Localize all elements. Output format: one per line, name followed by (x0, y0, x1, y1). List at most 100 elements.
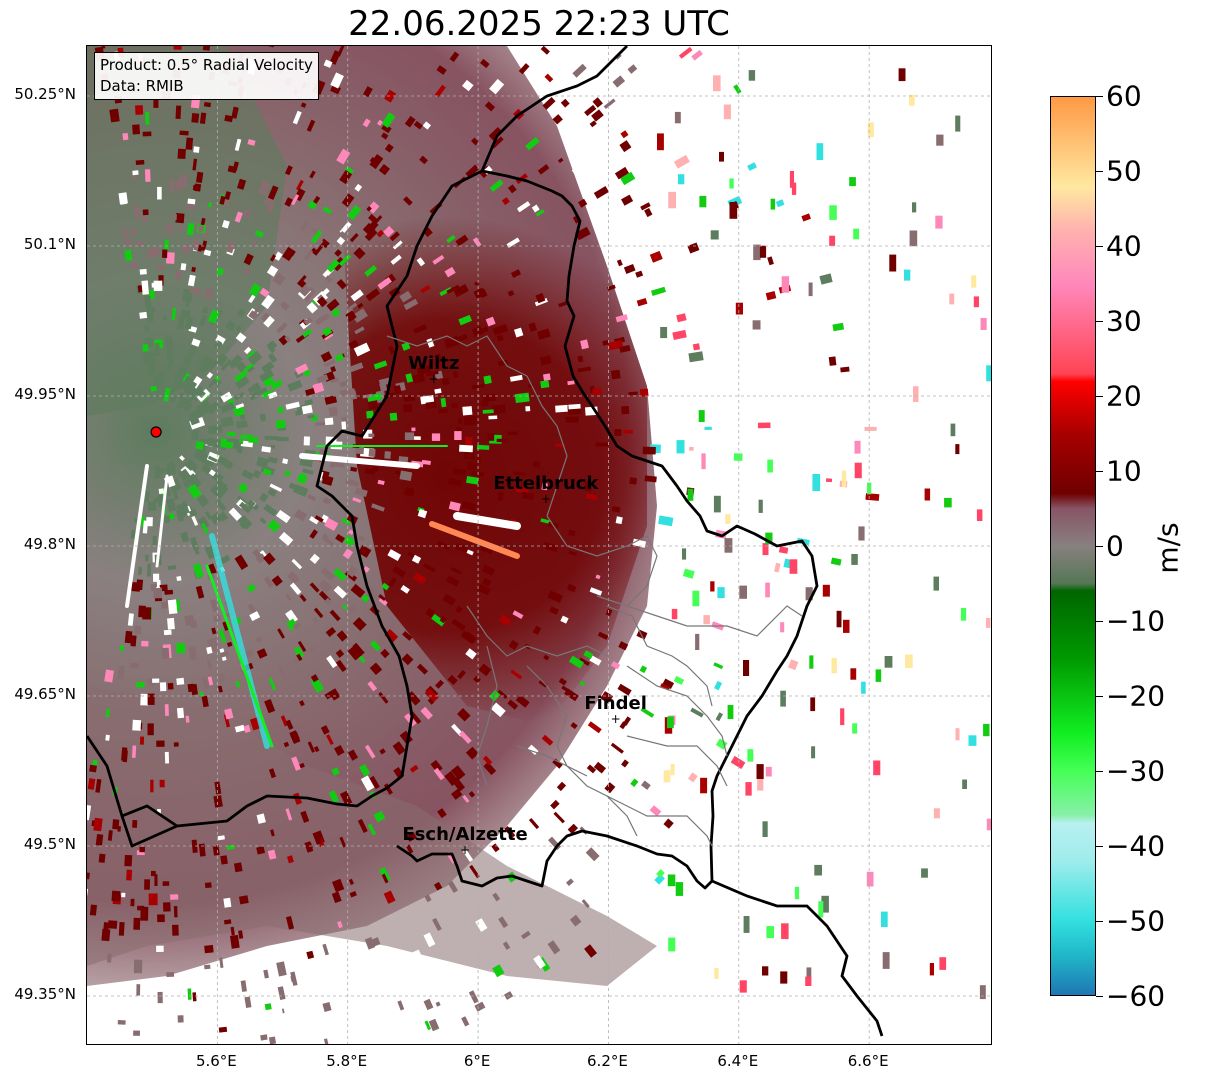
echo-pixel (220, 855, 228, 865)
echo-pixel (155, 343, 160, 356)
echo-pixel (163, 629, 172, 636)
echo-pixel (277, 628, 285, 639)
echo-pixel (285, 609, 299, 624)
echo-pixel (166, 346, 174, 361)
echo-pixel (455, 234, 469, 247)
echo-pixel (366, 205, 372, 212)
echo-pixel (766, 926, 774, 939)
echo-pixel (603, 98, 616, 110)
echo-pixel (259, 492, 269, 503)
echo-pixel (314, 515, 324, 523)
echo-pixel (851, 554, 858, 565)
echo-pixel (393, 385, 402, 395)
echo-pixel (276, 322, 288, 334)
echo-pixel (320, 351, 333, 363)
echo-pixel (384, 89, 397, 103)
echo-pixel (136, 984, 141, 996)
echo-pixel (489, 179, 504, 193)
echo-pixel (199, 691, 204, 697)
echo-pixel (457, 669, 466, 680)
echo-pixel (411, 1010, 418, 1018)
echo-pixel (234, 138, 242, 152)
echo-pixel (789, 559, 798, 574)
echo-pixel (254, 229, 265, 238)
echo-pixel (320, 725, 330, 735)
echo-pixel (371, 503, 385, 512)
echo-pixel (313, 746, 320, 753)
echo-pixel (131, 745, 137, 758)
echo-pixel (237, 482, 249, 494)
echo-pixel (861, 681, 866, 694)
echo-pixel (589, 655, 602, 666)
echo-pixel (341, 193, 355, 208)
echo-pixel (209, 485, 224, 500)
echo-pixel (528, 322, 538, 332)
echo-pixel (263, 552, 276, 566)
echo-pixel (600, 691, 614, 704)
echo-pixel (703, 615, 710, 625)
echo-pixel (682, 568, 695, 579)
echo-pixel (255, 553, 267, 564)
echo-pixel (144, 296, 152, 308)
echo-pixel (124, 854, 133, 867)
echo-pixel (197, 516, 210, 530)
echo-pixel (399, 290, 413, 303)
echo-pixel (248, 310, 258, 320)
echo-pixel (238, 501, 249, 511)
echo-pixel (307, 200, 318, 210)
echo-pixel (610, 369, 621, 380)
echo-pixel (389, 231, 400, 242)
echo-pixel (678, 46, 693, 59)
echo-pixel (431, 613, 446, 627)
echo-pixel (117, 825, 121, 832)
echo-pixel (219, 195, 226, 205)
echo-pixel (211, 627, 217, 635)
echo-pixel (636, 629, 648, 640)
echo-pixel (87, 804, 92, 812)
echo-pixel (663, 770, 671, 783)
echo-pixel (448, 501, 461, 512)
echo-pixel (865, 494, 875, 500)
echo-pixel (119, 196, 127, 205)
echo-pixel (840, 366, 850, 373)
echo-pixel (422, 563, 436, 573)
echo-pixel (166, 498, 177, 512)
echo-field-southwest (87, 686, 657, 986)
echo-pixel (447, 674, 458, 685)
echo-pixel (452, 467, 467, 476)
echo-pixel (552, 114, 563, 125)
echo-pixel (201, 695, 209, 708)
echo-pixel (656, 869, 665, 878)
echo-pixel (324, 597, 333, 606)
echo-pixel (296, 653, 303, 662)
echo-pixel (95, 778, 102, 793)
echo-pixel (933, 576, 939, 591)
echo-pixel (348, 529, 354, 536)
echo-pixel (266, 265, 279, 277)
echo-pixel (260, 1034, 268, 1041)
lat-tick-label: 49.8°N (23, 535, 76, 553)
echo-pixel (157, 186, 162, 200)
echo-pixel (644, 207, 653, 218)
echo-pixel (525, 406, 531, 412)
echo-pixel (592, 387, 602, 396)
echo-pixel (829, 205, 837, 220)
echo-pixel (244, 649, 254, 659)
echo-pixel (259, 550, 267, 558)
echo-pixel (968, 735, 977, 746)
echo-pixel (266, 340, 278, 351)
echo-pixel (287, 571, 300, 585)
echo-pixel (980, 318, 987, 330)
echo-pixel (142, 131, 152, 137)
echo-pixel (141, 640, 149, 647)
echo-pixel (333, 585, 348, 599)
echo-pixel (552, 758, 563, 769)
echo-pixel (271, 575, 283, 587)
echo-pixel (182, 500, 190, 514)
echo-pixel (164, 239, 169, 250)
echo-pixel (547, 940, 561, 955)
echo-pixel (291, 194, 300, 206)
echo-pixel (217, 685, 223, 693)
echo-pixel (360, 775, 375, 792)
echo-pixel (767, 459, 773, 473)
